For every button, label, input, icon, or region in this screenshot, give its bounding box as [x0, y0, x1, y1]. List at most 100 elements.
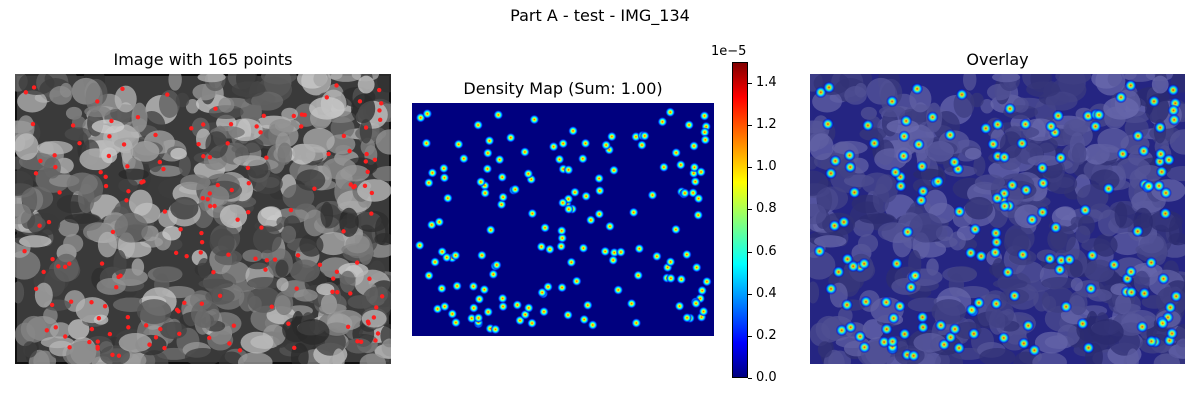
annotated-point — [41, 269, 46, 275]
overlay-blob — [889, 166, 902, 179]
colorbar-tick-label: 0.8 — [756, 201, 777, 217]
overlay-blob — [1016, 137, 1029, 150]
density-blob — [639, 130, 650, 141]
annotated-point — [245, 165, 251, 171]
density-blob — [700, 134, 711, 145]
density-blob — [484, 135, 495, 146]
density-blob — [563, 164, 574, 175]
density-blob — [665, 273, 676, 284]
overlay-blob — [989, 246, 1002, 259]
density-blob — [594, 185, 605, 196]
annotated-point — [335, 290, 340, 295]
density-blob — [483, 306, 494, 317]
annotated-point — [116, 353, 122, 358]
density-blob — [558, 138, 569, 149]
density-blob — [434, 216, 445, 227]
density-blob — [697, 285, 708, 296]
density-blob — [493, 109, 504, 120]
annotated-point — [199, 239, 205, 245]
density-blob — [676, 274, 687, 285]
overlay-blob — [967, 327, 980, 340]
density-blob — [430, 257, 441, 268]
density-blob — [606, 131, 617, 142]
annotated-point — [161, 166, 166, 172]
annotated-point — [53, 325, 58, 330]
density-blob — [475, 176, 486, 187]
density-blob — [519, 146, 530, 157]
overlay-blob — [858, 341, 871, 354]
density-blob — [681, 249, 692, 260]
overlay-blob — [1114, 91, 1127, 104]
overlay-svg — [810, 74, 1185, 364]
density-blob — [540, 222, 551, 233]
annotated-point — [358, 339, 364, 345]
density-blob — [699, 110, 710, 121]
density-blob — [473, 312, 484, 323]
density-blob — [458, 153, 469, 164]
overlay-blob — [948, 156, 961, 169]
density-blob — [529, 114, 540, 125]
annotated-point — [110, 229, 116, 235]
density-blob — [441, 252, 452, 263]
density-blob — [436, 283, 447, 294]
annotated-point — [324, 95, 329, 100]
density-blob — [482, 148, 493, 159]
density-blob — [691, 298, 702, 309]
overlay-blob — [990, 297, 1003, 310]
annotated-point — [87, 339, 92, 345]
density-blob — [538, 306, 549, 317]
overlay-blob — [1049, 221, 1062, 234]
overlay-blob — [1167, 84, 1180, 97]
annotated-point — [109, 118, 114, 124]
overlay-blob — [1045, 120, 1058, 133]
overlay-blob — [1167, 104, 1180, 117]
overlay-blob — [990, 236, 1003, 249]
annotated-point — [231, 323, 237, 328]
overlay-blob — [901, 225, 914, 238]
density-blob — [670, 224, 681, 235]
density-blob — [548, 141, 559, 152]
overlay-blob — [1076, 317, 1089, 330]
annotated-point — [196, 141, 201, 147]
colorbar-tick-label: 1.4 — [756, 75, 777, 91]
overlay-blob — [844, 161, 857, 174]
density-blob — [556, 241, 567, 252]
annotated-point — [246, 210, 251, 215]
density-blob — [438, 163, 449, 174]
overlay-blob — [886, 95, 899, 108]
annotated-point — [253, 256, 258, 261]
density-blob — [701, 276, 712, 287]
density-map-svg — [412, 103, 714, 336]
density-blob — [693, 210, 704, 221]
overlay-panel — [810, 74, 1185, 364]
overlay-blob — [1054, 151, 1067, 164]
density-blob — [450, 317, 461, 328]
density-blob — [498, 192, 509, 203]
overlay-blob — [948, 323, 961, 336]
overlay-blob — [1136, 320, 1149, 333]
overlay-blob — [907, 349, 920, 362]
overlay-blob — [911, 82, 924, 95]
density-blob — [580, 138, 591, 149]
annotated-point — [317, 262, 323, 268]
annotated-point — [56, 264, 61, 269]
density-blob — [604, 221, 615, 232]
overlay-blob — [953, 205, 966, 218]
annotated-point — [375, 331, 381, 336]
annotated-point — [114, 284, 119, 290]
overlay-blob — [829, 154, 842, 167]
colorbar — [732, 62, 748, 378]
annotated-point — [182, 300, 187, 306]
annotated-point — [364, 151, 369, 157]
overlay-blob — [953, 342, 966, 355]
density-blob — [613, 284, 624, 295]
annotated-point — [362, 183, 368, 189]
overlay-blob — [1084, 282, 1097, 295]
annotated-point — [157, 159, 163, 165]
density-blob — [422, 108, 433, 119]
density-blob — [442, 193, 453, 204]
density-blob — [557, 197, 568, 208]
overlay-blob — [898, 328, 911, 341]
overlay-blob — [912, 138, 925, 151]
overlay-blob — [989, 227, 1002, 240]
